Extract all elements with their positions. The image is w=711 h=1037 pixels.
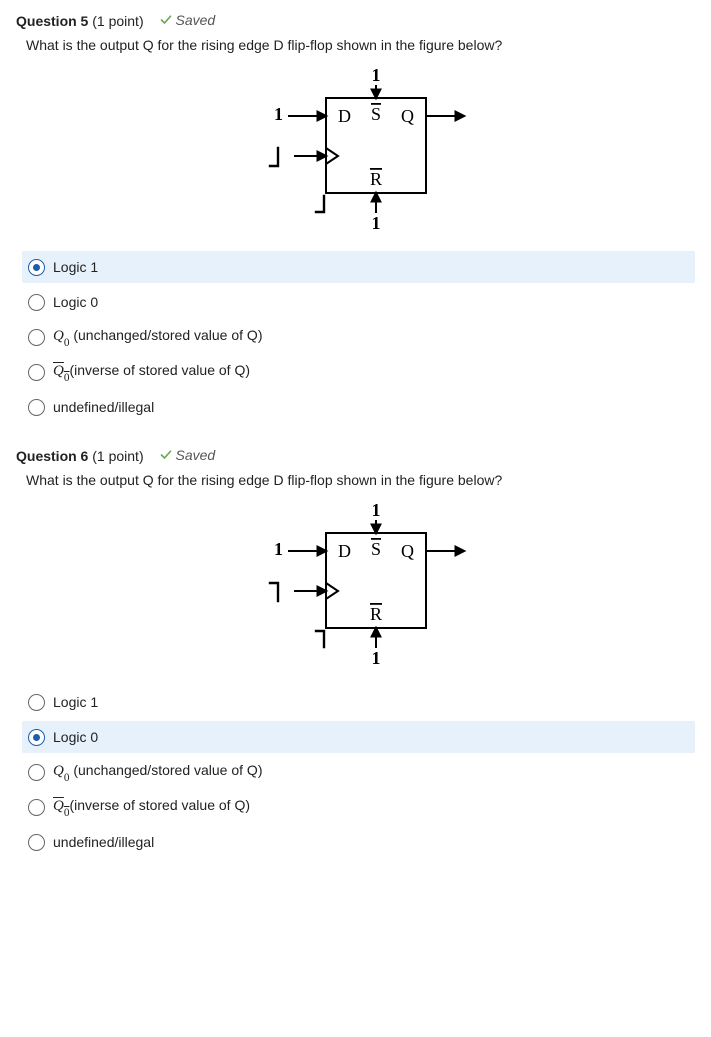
- svg-text:D: D: [338, 106, 351, 126]
- option-label: undefined/illegal: [53, 398, 154, 416]
- radio-icon[interactable]: [28, 259, 45, 276]
- saved-label: Saved: [176, 447, 216, 463]
- option-label: Logic 1: [53, 693, 98, 711]
- svg-text:Q: Q: [401, 106, 414, 126]
- question-block: Question 6 (1 point) Saved What is the o…: [16, 447, 695, 858]
- option-label: Q0(inverse of stored value of Q): [53, 796, 250, 819]
- radio-icon[interactable]: [28, 764, 45, 781]
- radio-icon[interactable]: [28, 834, 45, 851]
- question-number: Question 5: [16, 13, 88, 29]
- flipflop-figure: 1 1 1 D S Q R: [236, 63, 476, 233]
- question-points: (1 point): [92, 448, 143, 464]
- question-number: Question 6: [16, 448, 88, 464]
- svg-text:R: R: [369, 169, 381, 189]
- option-label: Logic 1: [53, 258, 98, 276]
- saved-indicator: Saved: [160, 12, 216, 28]
- option-label: Q0(inverse of stored value of Q): [53, 361, 250, 384]
- svg-text:1: 1: [274, 539, 283, 559]
- svg-text:D: D: [338, 541, 351, 561]
- radio-icon[interactable]: [28, 294, 45, 311]
- svg-text:1: 1: [371, 213, 380, 233]
- svg-text:Q: Q: [401, 541, 414, 561]
- svg-text:S: S: [370, 104, 380, 124]
- question-block: Question 5 (1 point) Saved What is the o…: [16, 12, 695, 423]
- radio-icon[interactable]: [28, 729, 45, 746]
- radio-icon[interactable]: [28, 694, 45, 711]
- question-header: Question 5 (1 point) Saved: [16, 12, 695, 29]
- option-row[interactable]: Q0(inverse of stored value of Q): [22, 791, 695, 823]
- option-row[interactable]: Q0 (unchanged/stored value of Q): [22, 756, 695, 788]
- option-row[interactable]: Logic 0: [22, 286, 695, 318]
- option-row[interactable]: Logic 0: [22, 721, 695, 753]
- question-points: (1 point): [92, 13, 143, 29]
- question-header: Question 6 (1 point) Saved: [16, 447, 695, 464]
- saved-label: Saved: [176, 12, 216, 28]
- option-row[interactable]: Q0(inverse of stored value of Q): [22, 356, 695, 388]
- radio-icon[interactable]: [28, 399, 45, 416]
- radio-icon[interactable]: [28, 329, 45, 346]
- option-label: Logic 0: [53, 728, 98, 746]
- svg-text:1: 1: [371, 65, 380, 85]
- svg-text:1: 1: [274, 104, 283, 124]
- question-prompt: What is the output Q for the rising edge…: [26, 472, 695, 488]
- svg-text:R: R: [369, 604, 381, 624]
- question-prompt: What is the output Q for the rising edge…: [26, 37, 695, 53]
- options-list: Logic 1 Logic 0 Q0 (unchanged/stored val…: [22, 686, 695, 858]
- option-row[interactable]: undefined/illegal: [22, 391, 695, 423]
- svg-text:S: S: [370, 539, 380, 559]
- flipflop-figure: 1 1 1 D S Q R: [236, 498, 476, 668]
- svg-text:1: 1: [371, 500, 380, 520]
- option-label: Q0 (unchanged/stored value of Q): [53, 326, 262, 349]
- svg-text:1: 1: [371, 648, 380, 668]
- options-list: Logic 1 Logic 0 Q0 (unchanged/stored val…: [22, 251, 695, 423]
- option-label: Q0 (unchanged/stored value of Q): [53, 761, 262, 784]
- option-label: undefined/illegal: [53, 833, 154, 851]
- option-label: Logic 0: [53, 293, 98, 311]
- option-row[interactable]: Q0 (unchanged/stored value of Q): [22, 321, 695, 353]
- option-row[interactable]: Logic 1: [22, 251, 695, 283]
- saved-indicator: Saved: [160, 447, 216, 463]
- option-row[interactable]: undefined/illegal: [22, 826, 695, 858]
- option-row[interactable]: Logic 1: [22, 686, 695, 718]
- radio-icon[interactable]: [28, 364, 45, 381]
- radio-icon[interactable]: [28, 799, 45, 816]
